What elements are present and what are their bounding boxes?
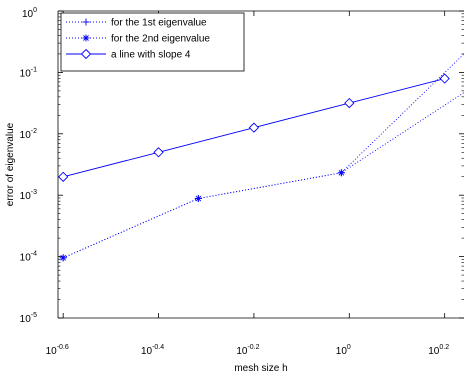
y-tick-label: 10-5 [20,312,37,325]
x-tick-label: 10-0.2 [236,344,259,357]
x-tick-label: 100 [336,344,351,357]
y-tick-label: 100 [22,7,37,20]
x-axis-title: mesh size h [234,363,287,374]
legend-marker-1 [82,18,90,26]
series-2-point [194,195,202,203]
y-tick-label: 10-3 [20,189,37,202]
series-3-point [344,97,355,109]
series-3-point [58,171,69,182]
y-tick-label: 10-2 [20,128,37,141]
legend-label-1: for the 1st eigenvalue [111,18,207,29]
series-markers [58,73,450,262]
legend: for the 1st eigenvalue for the 2nd eigenv… [60,12,245,72]
y-tick-label: 10-4 [20,251,37,264]
series-3-point [153,147,164,158]
legend-box [60,12,245,72]
x-axis-ticks: 10-0.6 10-0.4 10-0.2 100 100.2 [46,11,449,357]
y-axis-title: error of eigenvalue [5,122,16,206]
y-tick-label: 10-1 [20,66,37,79]
series-line-2 [62,53,464,259]
axes-frame [57,10,464,319]
series-2-point [59,254,67,262]
legend-label-3: a line with slope 4 [111,50,191,61]
legend-label-2: for the 2nd eigenvalue [111,34,210,45]
x-tick-label: 10-0.6 [46,344,69,357]
y-axis-ticks: 10-5 10-4 10-3 10-2 10-1 100 [20,7,464,325]
series-2-point [337,169,345,177]
series-3-point [439,73,450,84]
legend-marker-3 [80,48,92,60]
series-line-1 [62,92,464,259]
x-tick-label: 10-0.4 [141,344,164,357]
series-3-point [248,122,260,133]
x-tick-label: 100.2 [428,344,449,357]
legend-marker-2 [82,34,90,42]
